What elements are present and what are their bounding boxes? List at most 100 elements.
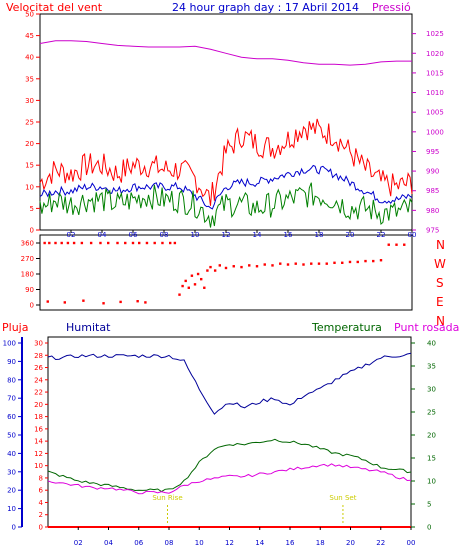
lower-xtick-label: 20 [346, 539, 355, 547]
wind-ytick-label: 45 [25, 32, 34, 40]
direction-point [203, 286, 206, 289]
lower-xtick-label: 18 [316, 539, 325, 547]
direction-point [279, 262, 282, 265]
temp-ytick-label: 30 [427, 386, 436, 394]
direction-point [124, 241, 127, 245]
direction-point [325, 262, 328, 265]
wind-ytick-label: 40 [25, 54, 34, 62]
direction-point [184, 279, 187, 283]
lower-xtick-label: 08 [165, 539, 174, 547]
wind-ytick-label: 15 [25, 162, 34, 170]
compass-e: E [436, 295, 444, 309]
direction-point [379, 259, 383, 262]
pressure-ytick-label: 985 [426, 187, 439, 195]
series-line-puntrosada [47, 463, 412, 495]
direction-point [102, 302, 105, 305]
direction-point [387, 243, 390, 246]
wind-xtick-label: 14 [253, 231, 262, 239]
direction-point [232, 265, 235, 268]
direction-point [395, 243, 398, 246]
direction-point [333, 261, 336, 265]
wind-ytick-label: 10 [25, 183, 34, 191]
rain-ytick-label: 0 [12, 524, 16, 532]
direction-point [286, 263, 290, 266]
wind-xtick-label: 06 [129, 231, 138, 239]
direction-point [119, 300, 122, 304]
direction-point [99, 241, 102, 245]
direction-point [317, 262, 321, 265]
chart-marks: 0510152025303540455097598098599099510001… [3, 11, 444, 548]
rain-ytick-label: 30 [7, 468, 16, 476]
sunrise-label: Sun Rise [152, 494, 182, 502]
left-ytick-label: 26 [34, 364, 43, 372]
left-ytick-label: 30 [34, 340, 43, 348]
direction-point [136, 300, 139, 303]
lower-xtick-label: 12 [225, 539, 234, 547]
wind-xtick-label: 00 [408, 231, 417, 239]
pressure-ytick-label: 980 [426, 207, 439, 215]
direction-point [196, 272, 200, 276]
lower-xtick-label: 10 [195, 539, 204, 547]
wind-xtick-label: 22 [377, 231, 386, 239]
left-ytick-label: 12 [34, 450, 43, 458]
direction-point [153, 241, 156, 245]
direction-point [187, 286, 190, 289]
direction-point [138, 241, 141, 245]
direction-point [206, 269, 209, 272]
direction-point [364, 259, 367, 263]
direction-point [173, 241, 177, 245]
pressure-ytick-label: 1005 [426, 109, 444, 117]
direction-point [193, 283, 197, 286]
wind-xtick-label: 18 [315, 231, 324, 239]
wind-xtick-label: 12 [222, 231, 231, 239]
temp-ytick-label: 10 [427, 478, 436, 486]
series-line-temperatura [47, 438, 412, 493]
wind-ytick-label: 20 [25, 140, 34, 148]
wind-xtick-label: 10 [191, 231, 200, 239]
wind-ytick-label: 25 [25, 119, 34, 127]
series-line-average [39, 164, 413, 210]
pressure-ytick-label: 1020 [426, 50, 444, 58]
direction-point [131, 241, 135, 245]
rain-ytick-label: 60 [7, 413, 16, 421]
left-ytick-label: 20 [34, 401, 43, 409]
rain-ytick-label: 80 [7, 376, 16, 384]
left-ytick-label: 0 [39, 524, 43, 532]
direction-ytick-label: 180 [21, 271, 34, 279]
series-line-pressi [39, 40, 412, 66]
direction-point [356, 260, 359, 264]
left-ytick-label: 16 [34, 425, 43, 433]
direction-ytick-label: 360 [21, 240, 34, 248]
direction-point [372, 259, 375, 263]
temp-ytick-label: 35 [427, 363, 436, 371]
direction-point [403, 243, 406, 246]
wind-ytick-label: 30 [25, 97, 34, 105]
wind-direction-panel [39, 234, 413, 311]
left-ytick-label: 10 [34, 462, 43, 470]
lower-xtick-label: 02 [74, 539, 83, 547]
wind-xtick-label: 16 [284, 231, 293, 239]
temp-ytick-label: 0 [427, 524, 431, 532]
direction-point [66, 241, 70, 245]
direction-ytick-label: 90 [25, 286, 34, 294]
left-ytick-label: 28 [34, 352, 43, 360]
pressure-ytick-label: 1025 [426, 30, 444, 38]
direction-point [89, 241, 93, 245]
left-ytick-label: 14 [34, 438, 43, 446]
humidity-label: Humitat [66, 321, 111, 334]
pressure-ytick-label: 995 [426, 148, 439, 156]
lower-xtick-label: 14 [255, 539, 264, 547]
direction-point [348, 260, 352, 264]
series-line-speed [39, 182, 413, 228]
direction-point [200, 277, 203, 281]
rain-ytick-label: 90 [7, 358, 16, 366]
direction-point [255, 265, 259, 268]
rain-ytick-label: 100 [3, 340, 16, 348]
direction-point [178, 293, 181, 296]
wind-xtick-label: 02 [67, 231, 76, 239]
series-line-humitat [47, 352, 412, 415]
direction-point [209, 265, 212, 269]
wind-xtick-label: 20 [346, 231, 355, 239]
direction-point [48, 241, 51, 245]
